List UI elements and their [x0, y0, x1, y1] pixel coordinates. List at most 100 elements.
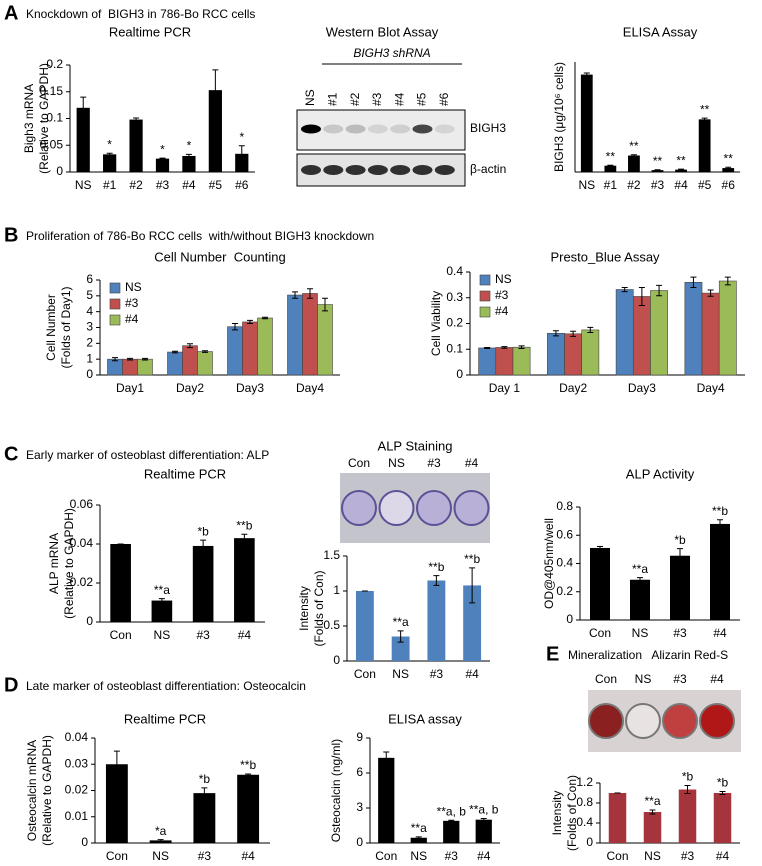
error-bar	[106, 152, 113, 156]
chart-title: Realtime PCR	[144, 466, 226, 481]
well	[625, 703, 661, 739]
y-tick-label: 1.5	[323, 548, 340, 562]
bar	[155, 158, 170, 172]
x-tick-label: #3	[156, 178, 170, 192]
lane-label: #5	[415, 92, 429, 106]
panel-letter: C	[4, 443, 18, 465]
error-bar	[262, 316, 268, 320]
bar	[632, 296, 651, 376]
error-bar	[185, 153, 192, 159]
x-tick-label: Day1	[116, 381, 144, 395]
error-bar	[158, 598, 165, 603]
error-bar	[707, 289, 714, 297]
blot-band	[390, 165, 411, 175]
y-tick-label: 1	[86, 351, 93, 365]
error-bar	[383, 751, 390, 765]
error-bar	[597, 546, 603, 550]
blot-band	[434, 124, 455, 134]
bar	[151, 600, 173, 622]
bar	[630, 579, 650, 620]
y-tick-label: 6	[86, 272, 93, 286]
x-tick-label: Day 1	[489, 381, 521, 395]
x-tick-label: NS	[644, 849, 661, 863]
y-axis-label: (Folds of Con)	[312, 570, 326, 646]
y-tick-label: 0.2	[46, 57, 63, 71]
error-bar	[212, 69, 219, 111]
y-tick-label: 0	[86, 614, 93, 628]
x-tick-label: #3	[673, 626, 687, 640]
panel-letter: E	[546, 643, 559, 665]
legend-swatch	[479, 290, 491, 302]
annotation: **a	[632, 562, 648, 576]
y-tick-label: 4	[86, 304, 93, 318]
bar	[698, 119, 711, 172]
x-tick-label: #4	[238, 628, 252, 642]
x-tick-label: NS	[75, 178, 92, 192]
error-bar	[621, 286, 628, 293]
bar	[427, 580, 446, 661]
x-tick-label: #3	[445, 849, 459, 863]
bar	[650, 290, 668, 376]
error-bar	[684, 785, 691, 794]
well	[699, 703, 735, 739]
bar	[581, 329, 600, 376]
well-label: #3	[427, 456, 441, 470]
error-bar	[247, 319, 253, 325]
x-tick-label: #4	[674, 178, 688, 192]
legend-swatch	[479, 306, 491, 318]
annotation: **a, b	[469, 803, 499, 817]
y-tick-label: 1	[333, 583, 340, 597]
panel-title: Knockdown of BIGH3 in 786-Bo RCC cells	[26, 7, 255, 21]
y-axis-label: Bigh3 mRNA	[22, 84, 36, 153]
error-bar	[307, 288, 313, 299]
error-bar	[583, 72, 590, 77]
well-label: #4	[465, 456, 479, 470]
bar	[547, 332, 565, 376]
annotation: **a	[644, 794, 660, 808]
blot-band	[412, 165, 433, 175]
error-bar	[570, 330, 577, 337]
annotation: **a	[393, 615, 409, 629]
error-bar	[232, 323, 238, 331]
legend-swatch	[109, 282, 121, 294]
y-tick-label: 0.02	[65, 783, 89, 797]
x-tick-label: Day4	[697, 381, 725, 395]
error-bar	[518, 345, 525, 349]
bar	[564, 333, 583, 376]
well	[378, 490, 415, 526]
panel-letter: B	[4, 224, 18, 246]
y-axis-label: Intensity	[550, 791, 564, 836]
legend-label: #4	[125, 312, 139, 326]
bar	[391, 636, 410, 661]
chart-title: ELISA Assay	[623, 24, 698, 39]
annotation: *	[187, 139, 192, 153]
error-bar	[80, 96, 87, 119]
lane-label: NS	[303, 89, 317, 106]
x-tick-label: Day3	[236, 381, 264, 395]
blot-band	[301, 165, 321, 175]
bar	[410, 837, 427, 843]
panel-letter: D	[4, 674, 18, 696]
bar	[129, 119, 143, 172]
error-bar	[678, 168, 685, 171]
error-bar	[717, 519, 723, 529]
error-bar	[469, 567, 476, 604]
y-tick-label: 0.3	[446, 290, 463, 304]
bar	[670, 555, 690, 620]
bar	[478, 347, 497, 376]
y-tick-label: 0.03	[65, 756, 89, 770]
x-tick-label: Day3	[628, 381, 656, 395]
x-tick-label: #5	[209, 178, 223, 192]
error-bar	[552, 330, 559, 337]
panel-title: Proliferation of 786-Bo RCC cells with/w…	[26, 229, 374, 243]
bar	[512, 346, 531, 376]
error-bar	[501, 346, 508, 349]
bar	[234, 538, 255, 622]
y-axis-label: (Relative to GAPDH)	[62, 508, 76, 619]
well-label: #4	[710, 672, 724, 686]
bar	[197, 351, 213, 376]
y-axis-label: (Folds of Con)	[565, 775, 579, 851]
y-axis-label: (Relative to GAPDH)	[37, 63, 51, 174]
error-bar	[654, 169, 661, 171]
error-bar	[238, 145, 245, 163]
